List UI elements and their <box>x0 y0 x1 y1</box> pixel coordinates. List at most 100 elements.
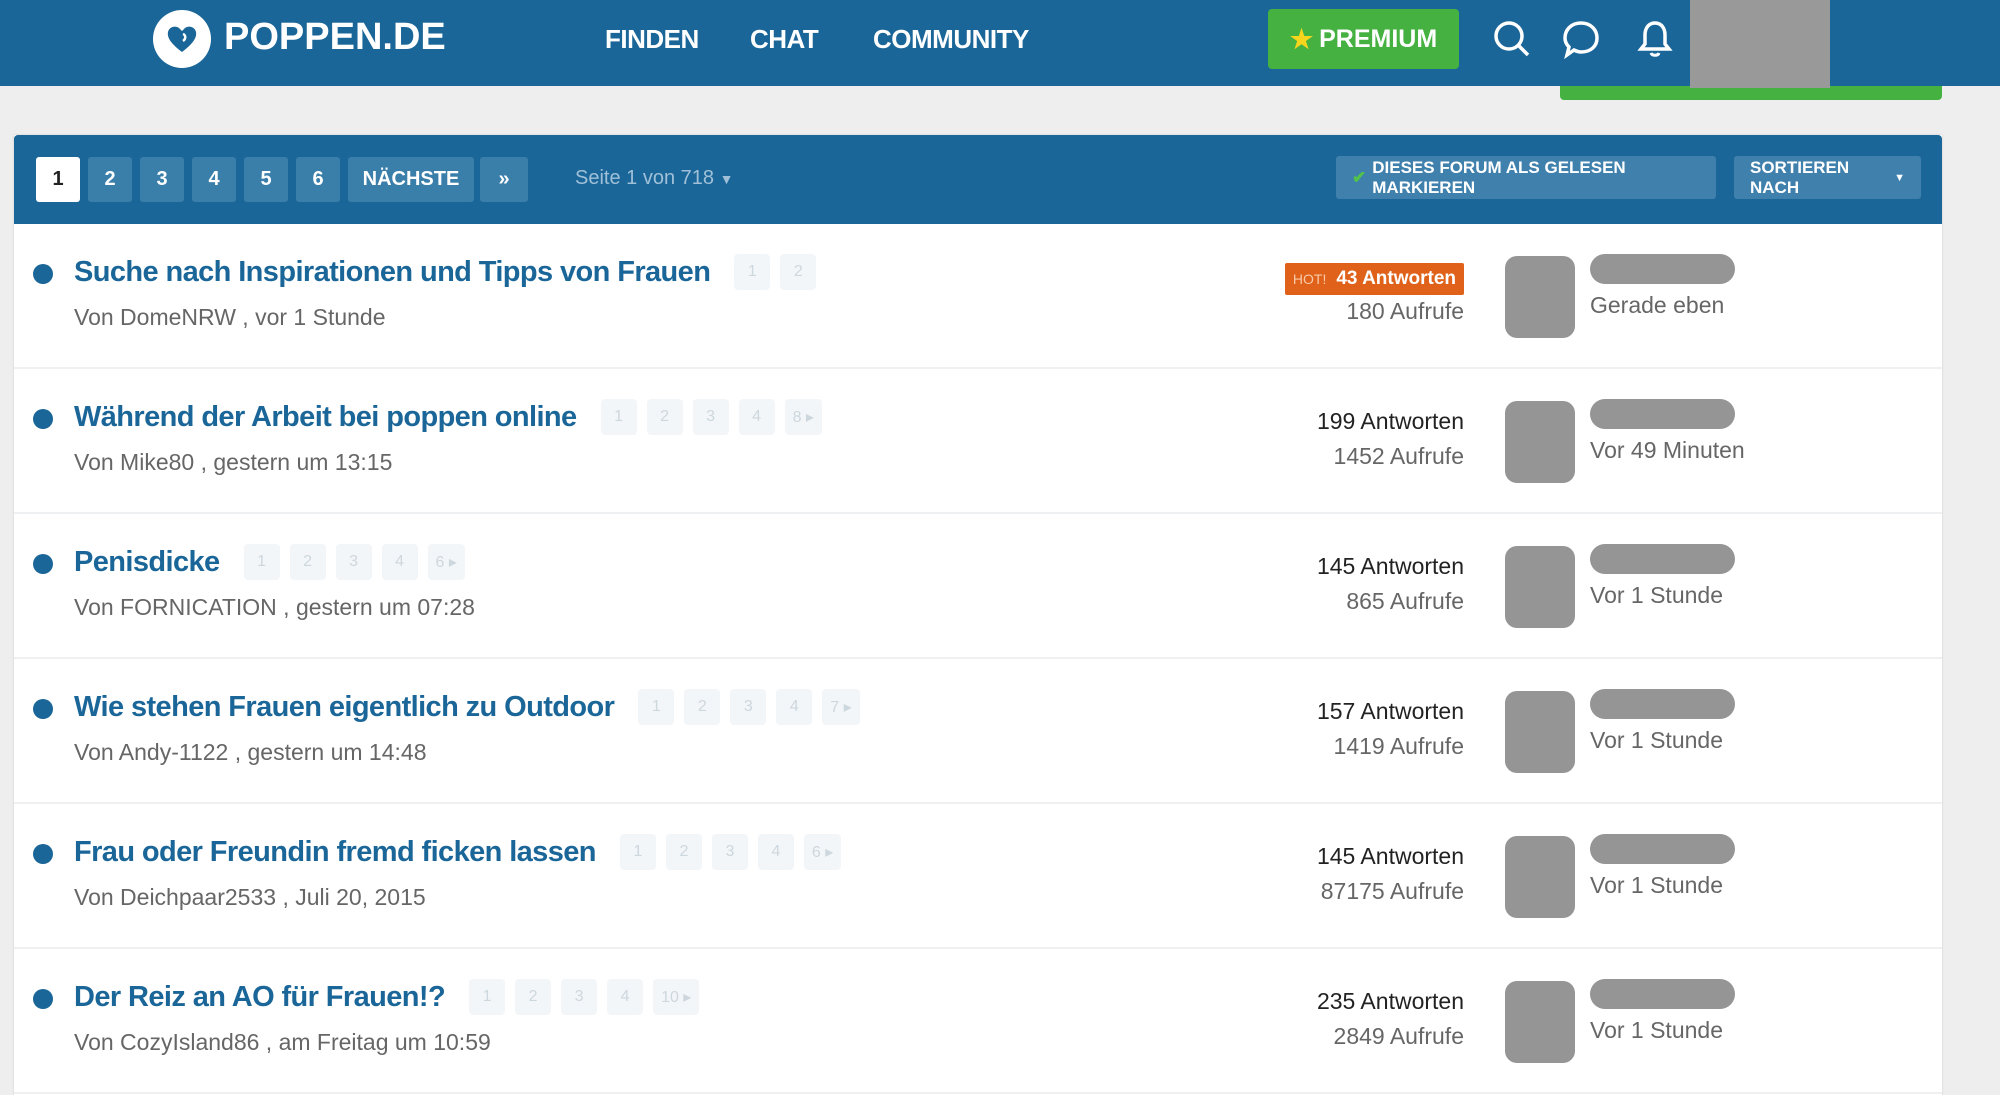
view-count: 1452 Aufrufe <box>1333 443 1464 469</box>
redacted-avatar[interactable] <box>1505 981 1575 1063</box>
search-icon[interactable] <box>1491 18 1533 60</box>
premium-button[interactable]: ★ PREMIUM <box>1268 9 1459 69</box>
thread-row[interactable]: Wie stehen Frauen eigentlich zu Outdoor 1… <box>14 659 1942 804</box>
page-button-2[interactable]: 2 <box>88 157 132 202</box>
reply-count: 43 Antworten <box>1336 268 1456 289</box>
redacted-username[interactable] <box>1590 689 1735 719</box>
star-icon: ★ <box>1289 23 1314 54</box>
thread-page-link[interactable]: 7 ▸ <box>822 689 860 725</box>
thread-page-link[interactable]: 4 <box>381 544 418 580</box>
mark-forum-read-button[interactable]: ✔ DIESES FORUM ALS GELESEN MARKIEREN <box>1336 156 1716 199</box>
check-icon: ✔ <box>1352 167 1367 187</box>
caret-down-icon: ▼ <box>719 171 734 187</box>
thread-stats: HOT! 43 Antworten 180 Aufrufe <box>1284 260 1464 325</box>
thread-page-link[interactable]: 8 ▸ <box>784 399 822 435</box>
thread-row[interactable]: Frau oder Freundin fremd ficken lassen 1 2… <box>14 804 1942 949</box>
redacted-avatar[interactable] <box>1505 691 1575 773</box>
thread-page-link[interactable]: 2 <box>780 254 817 290</box>
thread-page-link[interactable]: 3 <box>561 979 598 1015</box>
page-button-3[interactable]: 3 <box>140 157 184 202</box>
redacted-avatar[interactable] <box>1505 256 1575 338</box>
logo-heart-icon[interactable] <box>153 10 211 68</box>
page-button-4[interactable]: 4 <box>192 157 236 202</box>
thread-title-link[interactable]: Während der Arbeit bei poppen online <box>74 400 577 433</box>
unread-dot-icon <box>33 554 53 574</box>
redacted-user-avatar[interactable] <box>1690 0 1830 88</box>
brand-name[interactable]: POPPEN.DE <box>224 16 446 58</box>
thread-page-link[interactable]: 4 <box>757 834 794 870</box>
reply-count: 199 Antworten <box>1316 408 1464 434</box>
page-selector[interactable]: Seite 1 von 718 ▼ <box>575 167 733 190</box>
reply-count: 157 Antworten <box>1316 698 1464 724</box>
thread-page-link[interactable]: 2 <box>684 689 721 725</box>
thread-page-link[interactable]: 4 <box>738 399 775 435</box>
reply-count: 145 Antworten <box>1316 843 1464 869</box>
thread-title-link[interactable]: Der Reiz an AO für Frauen!? <box>74 980 446 1013</box>
page-button-5[interactable]: 5 <box>244 157 288 202</box>
page-button-6[interactable]: 6 <box>296 157 340 202</box>
thread-page-link[interactable]: 3 <box>711 834 748 870</box>
bell-icon[interactable] <box>1634 18 1676 60</box>
sort-dropdown[interactable]: SORTIEREN NACH ▼ <box>1734 156 1921 199</box>
redacted-username[interactable] <box>1590 979 1735 1009</box>
thread-page-link[interactable]: 1 <box>469 979 506 1015</box>
thread-stats: 199 Antworten 1452 Aufrufe <box>1317 405 1464 470</box>
thread-row[interactable]: Während der Arbeit bei poppen online 1 2 3 4… <box>14 369 1942 514</box>
thread-page-link[interactable]: 6 ▸ <box>427 544 465 580</box>
nav-finden[interactable]: FINDEN <box>605 24 699 54</box>
nav-community[interactable]: COMMUNITY <box>873 24 1029 54</box>
caret-down-icon: ▼ <box>1894 171 1905 184</box>
premium-label: PREMIUM <box>1319 24 1438 53</box>
thread-stats: 145 Antworten 87175 Aufrufe <box>1317 840 1464 905</box>
page-info: Seite 1 von 718 <box>575 167 714 189</box>
unread-dot-icon <box>33 844 53 864</box>
thread-page-link[interactable]: 2 <box>515 979 552 1015</box>
last-post-time: Vor 49 Minuten <box>1590 437 1745 463</box>
unread-dot-icon <box>33 264 53 284</box>
unread-dot-icon <box>33 409 53 429</box>
redacted-username[interactable] <box>1590 254 1735 284</box>
thread-meta: Von Mike80 , gestern um 13:15 <box>74 449 393 475</box>
thread-meta: Von Deichpaar2533 , Juli 20, 2015 <box>74 884 426 910</box>
last-page-button[interactable]: » <box>480 157 528 202</box>
thread-page-link[interactable]: 4 <box>607 979 644 1015</box>
page-button-1[interactable]: 1 <box>36 157 80 202</box>
thread-page-link[interactable]: 1 <box>734 254 771 290</box>
thread-title-link[interactable]: Suche nach Inspirationen und Tipps von F… <box>74 255 711 288</box>
redacted-username[interactable] <box>1590 544 1735 574</box>
thread-row[interactable]: Penisdicke 1 2 3 4 6 ▸ Von FORNICATION , gest… <box>14 514 1942 659</box>
last-post-time: Vor 1 Stunde <box>1590 1017 1723 1043</box>
thread-page-link[interactable]: 1 <box>619 834 656 870</box>
thread-page-link[interactable]: 1 <box>638 689 675 725</box>
nav-chat[interactable]: CHAT <box>750 24 819 54</box>
thread-page-link[interactable]: 4 <box>776 689 813 725</box>
thread-page-link[interactable]: 3 <box>730 689 767 725</box>
thread-meta: Von DomeNRW , vor 1 Stunde <box>74 304 386 330</box>
thread-page-link[interactable]: 1 <box>243 544 280 580</box>
thread-meta: Von FORNICATION , gestern um 07:28 <box>74 594 475 620</box>
redacted-username[interactable] <box>1590 399 1735 429</box>
thread-page-link[interactable]: 3 <box>692 399 729 435</box>
thread-page-link[interactable]: 6 ▸ <box>803 834 842 870</box>
redacted-avatar[interactable] <box>1505 836 1575 918</box>
thread-page-link[interactable]: 3 <box>335 544 372 580</box>
thread-title-link[interactable]: Wie stehen Frauen eigentlich zu Outdoor <box>74 690 615 723</box>
thread-page-link[interactable]: 10 ▸ <box>653 979 700 1015</box>
thread-row[interactable]: Suche nach Inspirationen und Tipps von F… <box>14 224 1942 369</box>
thread-title-link[interactable]: Frau oder Freundin fremd ficken lassen <box>74 835 596 868</box>
redacted-avatar[interactable] <box>1505 546 1575 628</box>
thread-page-link[interactable]: 2 <box>289 544 326 580</box>
view-count: 1419 Aufrufe <box>1333 733 1464 759</box>
chat-bubble-icon[interactable] <box>1560 18 1602 60</box>
hot-label: HOT! <box>1292 271 1327 287</box>
thread-page-link[interactable]: 2 <box>665 834 702 870</box>
next-page-button[interactable]: NÄCHSTE <box>348 157 474 202</box>
thread-page-link[interactable]: 2 <box>646 399 683 435</box>
last-post-time: Gerade eben <box>1590 292 1725 318</box>
thread-page-link[interactable]: 1 <box>600 399 637 435</box>
thread-row[interactable]: Der Reiz an AO für Frauen!? 1 2 3 4 10 ▸ Von … <box>14 949 1942 1094</box>
view-count: 87175 Aufrufe <box>1320 878 1464 904</box>
thread-title-link[interactable]: Penisdicke <box>74 545 220 578</box>
redacted-avatar[interactable] <box>1505 401 1575 483</box>
redacted-username[interactable] <box>1590 834 1735 864</box>
